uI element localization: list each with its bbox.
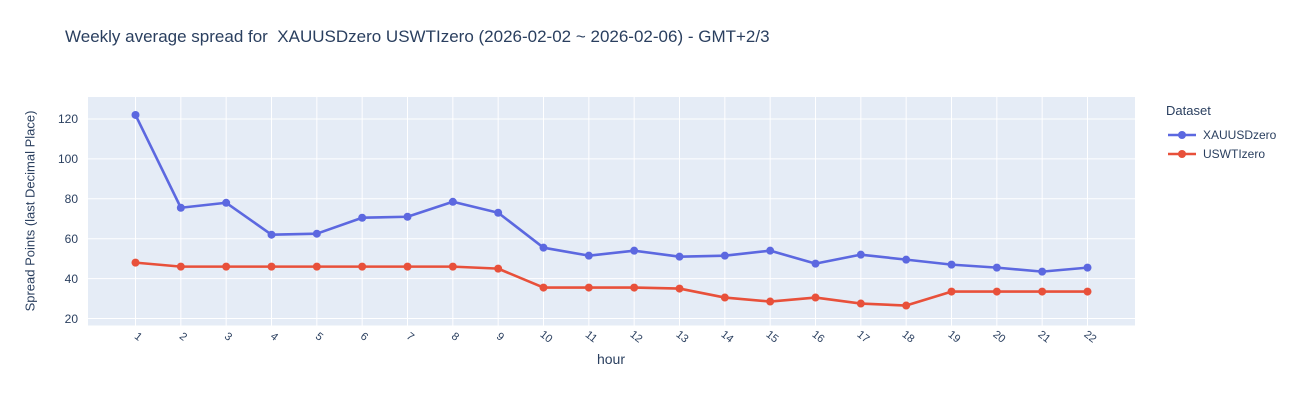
series-line-USWTIzero xyxy=(135,261,1088,307)
data-point-XAUUSDzero-9[interactable] xyxy=(494,208,503,217)
data-point-USWTIzero-13[interactable] xyxy=(675,284,684,293)
data-point-USWTIzero-7[interactable] xyxy=(403,262,412,271)
data-point-USWTIzero-10[interactable] xyxy=(539,283,548,292)
data-point-XAUUSDzero-2[interactable] xyxy=(176,203,185,212)
legend-item-USWTIzero[interactable]: USWTIzero xyxy=(1166,144,1276,163)
data-point-USWTIzero-17[interactable] xyxy=(856,299,865,308)
data-point-XAUUSDzero-19[interactable] xyxy=(947,260,956,269)
data-point-XAUUSDzero-11[interactable] xyxy=(584,251,593,260)
legend-item-label: USWTIzero xyxy=(1203,146,1266,161)
data-point-XAUUSDzero-13[interactable] xyxy=(675,252,684,261)
data-point-XAUUSDzero-10[interactable] xyxy=(539,243,548,252)
data-point-XAUUSDzero-12[interactable] xyxy=(630,246,639,255)
data-point-XAUUSDzero-3[interactable] xyxy=(222,198,231,207)
data-point-USWTIzero-16[interactable] xyxy=(811,293,820,302)
legend: Dataset XAUUSDzero USWTIzero xyxy=(1166,103,1276,163)
data-point-XAUUSDzero-14[interactable] xyxy=(720,251,729,260)
legend-item-label: XAUUSDzero xyxy=(1203,127,1277,142)
data-point-USWTIzero-2[interactable] xyxy=(176,262,185,271)
data-point-XAUUSDzero-8[interactable] xyxy=(448,197,457,206)
data-point-XAUUSDzero-20[interactable] xyxy=(992,263,1001,272)
data-point-USWTIzero-1[interactable] xyxy=(131,258,140,267)
data-point-USWTIzero-6[interactable] xyxy=(358,262,367,271)
data-point-XAUUSDzero-16[interactable] xyxy=(811,259,820,268)
data-point-USWTIzero-3[interactable] xyxy=(222,262,231,271)
data-point-XAUUSDzero-15[interactable] xyxy=(766,246,775,255)
legend-title: Dataset xyxy=(1166,103,1211,118)
data-point-XAUUSDzero-5[interactable] xyxy=(312,229,321,238)
data-point-USWTIzero-12[interactable] xyxy=(630,283,639,292)
chart-title: Weekly average spread for XAUUSDzero USW… xyxy=(65,27,770,46)
data-point-XAUUSDzero-7[interactable] xyxy=(403,212,412,221)
legend-item-XAUUSDzero[interactable]: XAUUSDzero xyxy=(1166,125,1276,144)
data-point-USWTIzero-8[interactable] xyxy=(448,262,457,271)
data-point-XAUUSDzero-4[interactable] xyxy=(267,230,276,239)
data-point-USWTIzero-20[interactable] xyxy=(992,287,1001,296)
data-point-XAUUSDzero-22[interactable] xyxy=(1083,263,1092,272)
data-point-USWTIzero-18[interactable] xyxy=(902,301,911,310)
data-point-USWTIzero-5[interactable] xyxy=(312,262,321,271)
legend-line-symbol xyxy=(1168,149,1196,158)
data-point-USWTIzero-4[interactable] xyxy=(267,262,276,271)
data-point-XAUUSDzero-17[interactable] xyxy=(856,250,865,259)
data-point-USWTIzero-14[interactable] xyxy=(720,293,729,302)
data-point-USWTIzero-15[interactable] xyxy=(766,297,775,306)
legend-line-symbol xyxy=(1168,130,1196,139)
data-point-XAUUSDzero-6[interactable] xyxy=(358,213,367,222)
y-axis-title: Spread Points (last Decimal Place) xyxy=(22,110,38,312)
data-point-XAUUSDzero-18[interactable] xyxy=(902,255,911,264)
data-point-USWTIzero-9[interactable] xyxy=(494,264,503,273)
data-point-XAUUSDzero-21[interactable] xyxy=(1038,267,1047,276)
data-point-USWTIzero-21[interactable] xyxy=(1038,287,1047,296)
data-point-USWTIzero-11[interactable] xyxy=(584,283,593,292)
x-axis-title: hour xyxy=(596,351,626,367)
legend-items: XAUUSDzero USWTIzero xyxy=(1166,125,1276,163)
data-point-USWTIzero-19[interactable] xyxy=(947,287,956,296)
data-point-USWTIzero-22[interactable] xyxy=(1083,287,1092,296)
series-line-XAUUSDzero xyxy=(134,114,1088,273)
data-point-XAUUSDzero-1[interactable] xyxy=(131,110,140,119)
